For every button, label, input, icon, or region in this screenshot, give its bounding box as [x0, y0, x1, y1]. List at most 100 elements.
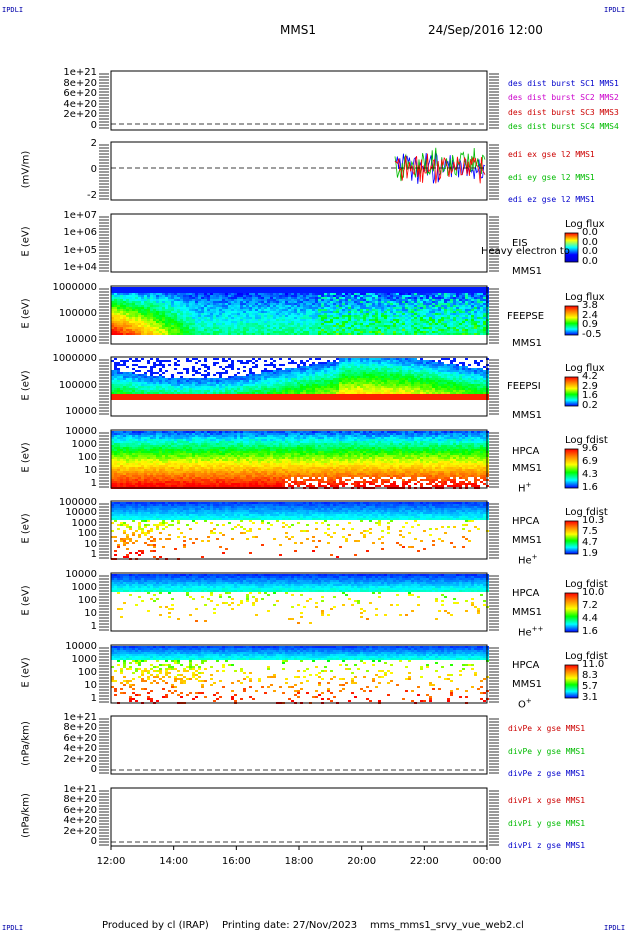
legend-entry: edi ex gse l2 MMS1 — [508, 150, 595, 159]
colorbar-value: 0.9 — [582, 319, 598, 331]
edi-trace — [394, 153, 486, 184]
x-tick-label: 14:00 — [159, 856, 189, 867]
y-tick-label: 2e+20 — [63, 825, 97, 837]
y-tick-label: 2 — [90, 138, 97, 149]
instrument-label: HPCA — [512, 660, 540, 671]
y-tick-label: 1000 — [71, 582, 97, 593]
y-tick-label: 100 — [77, 452, 97, 463]
y-axis-label: E (eV) — [20, 369, 32, 401]
species-label: He++ — [518, 625, 544, 639]
y-axis-label: (mV/m) — [20, 150, 32, 189]
y-tick-label: 8e+20 — [63, 77, 97, 89]
panel-frame-hpca_he2 — [110, 572, 488, 632]
spacecraft-label: MMS1 — [512, 463, 542, 474]
colorbar-title: Log fdist — [565, 435, 608, 446]
y-axis-label: E (eV) — [20, 442, 32, 473]
colorbar-value: -0.5 — [582, 329, 602, 340]
y-axis-label: E (eV) — [20, 298, 32, 329]
colorbar — [564, 448, 579, 489]
instrument-label: HPCA — [512, 588, 540, 599]
footer-printing-date: Printing date: 27/Nov/2023 — [222, 920, 358, 931]
footer-file: mms_mms1_srvy_vue_web2.cl — [370, 920, 524, 931]
species-charge: + — [525, 481, 532, 489]
colorbar — [564, 592, 579, 633]
x-tick-label: 12:00 — [96, 856, 126, 867]
spectrogram-feepsi — [111, 358, 489, 400]
spacecraft-label: MMS1 — [512, 535, 542, 546]
y-tick-label: 1e+05 — [63, 244, 97, 256]
colorbar — [564, 305, 579, 336]
panel-frame-edi — [110, 141, 488, 201]
colorbar-value: 11.0 — [582, 659, 605, 670]
colorbar-value: 0.0 — [582, 256, 598, 267]
corner-label-top-left: IPDLI — [2, 6, 24, 14]
panel-frame-divpe — [110, 715, 488, 775]
species-label: He+ — [518, 553, 538, 567]
colorbar-value: 0.2 — [582, 400, 598, 411]
y-tick-label: 4e+20 — [63, 743, 97, 755]
y-tick-label: 100 — [77, 528, 97, 540]
y-tick-label: 2e+20 — [63, 109, 97, 121]
panel-frame-des — [110, 70, 488, 131]
colorbar-value: 0.0 — [582, 246, 598, 258]
corner-label-bottom-left: IPDLI — [2, 924, 24, 932]
colorbar-value: 8.3 — [582, 670, 598, 681]
colorbar-value: 2.4 — [582, 309, 598, 321]
y-tick-label: 1 — [90, 621, 97, 632]
overlay-label: Heavy electron to — [481, 246, 570, 257]
spectrogram-hpca_o — [111, 646, 489, 704]
spectrogram-hpca_he2 — [111, 574, 489, 624]
y-tick-label: 10 — [84, 680, 97, 691]
y-tick-label: 0 — [90, 836, 97, 847]
instrument-label: FEEPSE — [507, 311, 545, 322]
legend-entry: des dist burst SC1 MMS1 — [508, 79, 619, 88]
y-tick-label: 1e+07 — [63, 210, 97, 221]
spacecraft-label: MMS1 — [512, 410, 542, 421]
legend-entry: divPe x gse MMS1 — [508, 724, 586, 733]
y-tick-label: 10000 — [65, 406, 97, 417]
x-tick-label: 16:00 — [221, 856, 251, 867]
legend-entry: divPi y gse MMS1 — [508, 818, 586, 828]
y-tick-label: 0 — [90, 764, 97, 775]
colorbar-title: Log fdist — [565, 507, 608, 518]
footer-produced: Produced by cl (IRAP) — [102, 920, 209, 931]
y-tick-label: 0 — [90, 120, 97, 131]
colorbar-value: 4.4 — [582, 613, 598, 624]
colorbar-value: 10.0 — [582, 587, 605, 598]
y-tick-label: 1 — [90, 549, 97, 560]
y-axis-label: E (eV) — [20, 513, 32, 544]
colorbar-value: 7.2 — [582, 600, 598, 611]
colorbar-value: 6.9 — [582, 456, 598, 467]
colorbar-value: 1.6 — [582, 390, 598, 402]
species-charge: ++ — [531, 625, 544, 633]
colorbar-value: 4.7 — [582, 537, 598, 548]
x-tick-label: 20:00 — [347, 856, 377, 867]
y-tick-label: 10000 — [65, 334, 97, 345]
y-tick-label: -2 — [87, 190, 97, 201]
y-tick-label: 1000000 — [52, 353, 97, 364]
instrument-label: HPCA — [512, 446, 540, 457]
y-axis-label: (nPa/km) — [20, 721, 32, 766]
legend-entry: divPi z gse MMS1 — [508, 841, 586, 850]
panel-frame-hpca_he — [110, 500, 488, 560]
legend-entry: des dist burst SC4 MMS4 — [508, 122, 619, 132]
colorbar-value: 2.9 — [582, 380, 598, 392]
legend-entry: des dist burst SC2 MMS2 — [508, 93, 619, 103]
spacecraft-label: MMS1 — [512, 338, 542, 349]
y-tick-label: 8e+20 — [63, 722, 97, 734]
instrument-label: FEEPSI — [507, 381, 541, 392]
y-tick-label: 4e+20 — [63, 815, 97, 827]
colorbar-value: 7.5 — [582, 526, 598, 537]
x-tick-label: 18:00 — [284, 856, 314, 867]
y-tick-label: 1000 — [71, 439, 97, 450]
legend-entry: divPi x gse MMS1 — [508, 796, 586, 805]
colorbar-value: 1.6 — [582, 626, 598, 637]
y-tick-label: 1000 — [71, 517, 97, 529]
legend-entry: divPe z gse MMS1 — [508, 769, 586, 778]
y-tick-label: 100000 — [58, 379, 97, 391]
species-charge: + — [531, 553, 538, 561]
legend-entry: des dist burst SC3 MMS3 — [508, 107, 619, 117]
y-axis-label: E (eV) — [20, 657, 32, 688]
colorbar-title: Log fdist — [565, 651, 608, 662]
